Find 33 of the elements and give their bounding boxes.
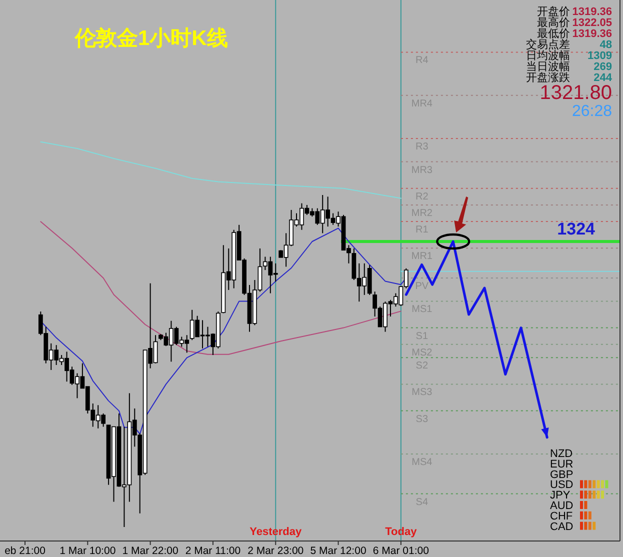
x-tick-label: 1 Mar 22:00 <box>122 545 178 557</box>
text: 当日波幅 <box>526 60 570 73</box>
x-tick-label: eb 21:00 <box>4 545 46 557</box>
annotation: EUR <box>550 458 574 470</box>
text: 日均波幅 <box>526 49 570 62</box>
x-tick-label: 6 Mar 01:00 <box>372 545 430 557</box>
annotation: NZD <box>550 448 573 460</box>
x-tick-label: 1 Mar 10:00 <box>60 545 116 557</box>
text: 244 <box>594 72 613 84</box>
text: 1319.36 <box>572 28 612 40</box>
text: 最低价 <box>537 28 570 40</box>
chart-title: 伦敦金1小时K线 <box>74 26 228 50</box>
annotation: 1324 <box>557 219 596 238</box>
text: 1309 <box>588 50 612 62</box>
text: 1321.80 <box>540 82 612 104</box>
text: 269 <box>594 61 612 73</box>
x-tick-label: 5 Mar 12:00 <box>310 545 366 557</box>
text: 最高价 <box>537 16 570 29</box>
annotation: USD <box>550 479 574 492</box>
text: 开盘涨跌 <box>526 72 570 84</box>
text: 1319.36 <box>572 6 612 18</box>
annotation: JPY <box>550 490 571 502</box>
text: 交易点差 <box>526 38 570 51</box>
annotation: CAD <box>550 520 574 533</box>
text: 26:28 <box>572 103 612 120</box>
x-tick-label: 2 Mar 23:00 <box>248 545 304 557</box>
annotation: GBP <box>550 468 574 481</box>
text: 开盘价 <box>537 6 570 18</box>
x-tick-label: 2 Mar 11:00 <box>185 545 241 557</box>
text: 1322.05 <box>572 17 612 29</box>
text: 48 <box>600 39 612 51</box>
annotation: AUD <box>550 500 574 512</box>
annotation: CHF <box>550 510 573 522</box>
